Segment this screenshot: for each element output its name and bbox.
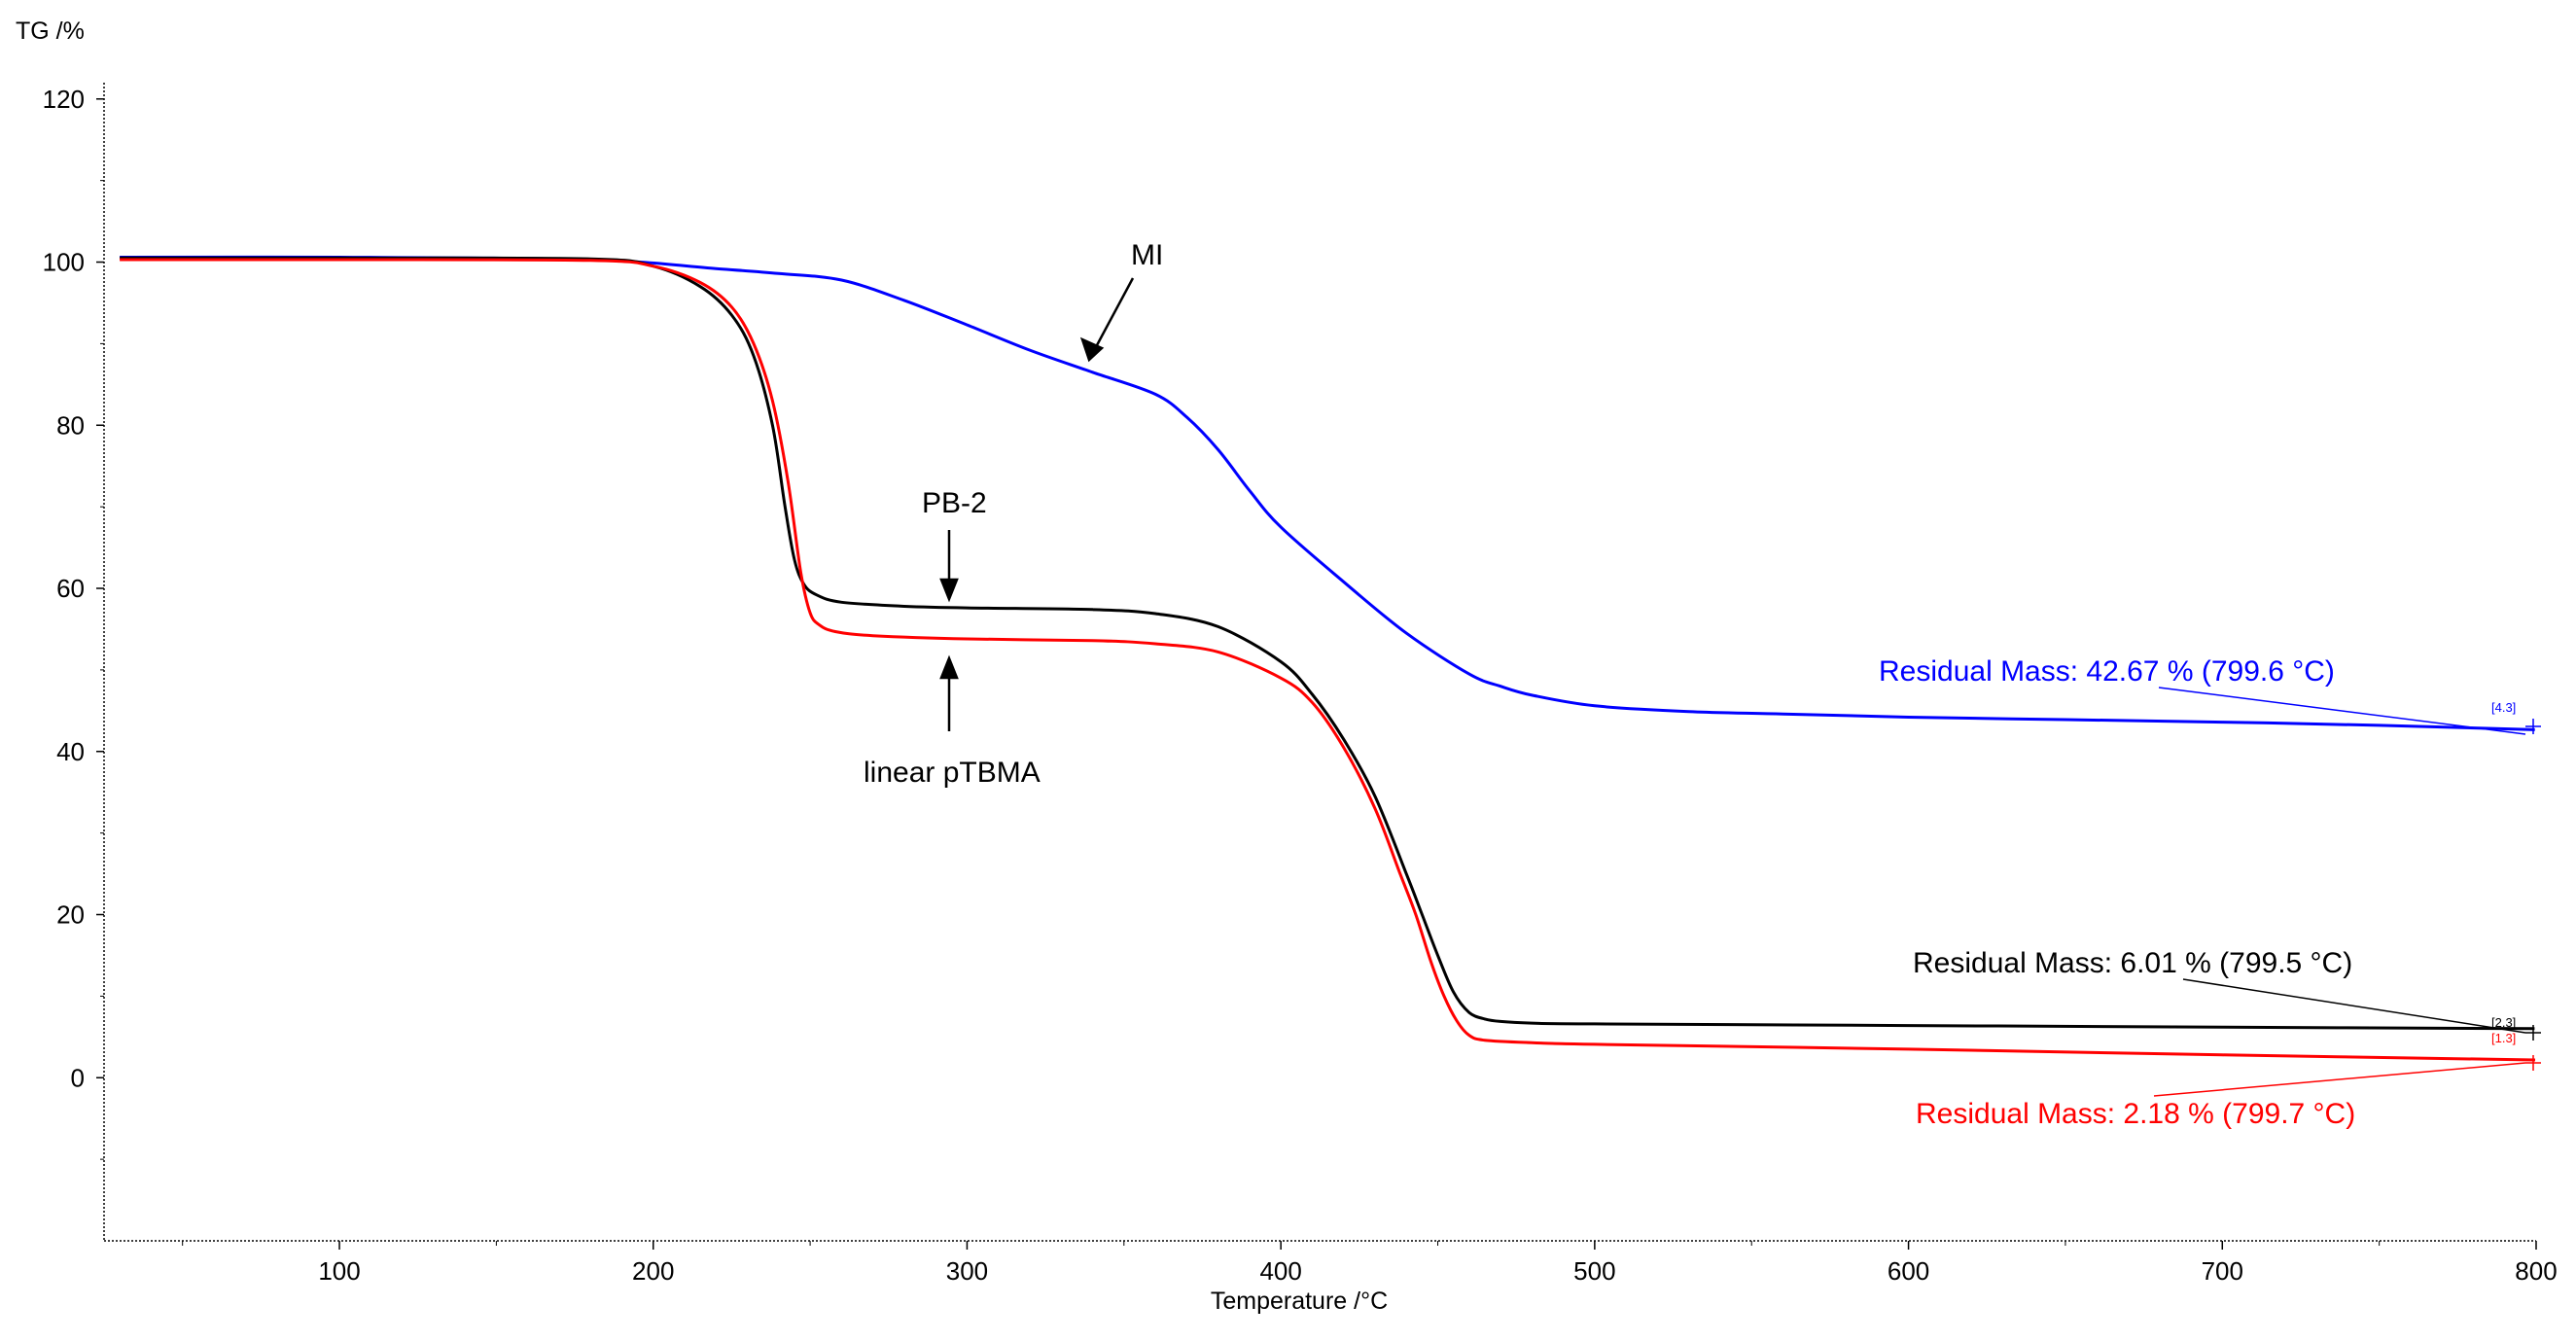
residual-mass-linear-ptbma: Residual Mass: 2.18 % (799.7 °C) (1916, 1098, 2355, 1130)
annotation-linear-ptbma: linear pTBMA (864, 757, 1041, 789)
y-tick-label: 40 (56, 737, 85, 766)
leader-line-pb2 (2182, 978, 2526, 1034)
end-marker-linear-ptbma (2525, 1055, 2541, 1071)
x-tick-label: 100 (318, 1256, 360, 1286)
series-line-mi (120, 255, 2535, 731)
x-tick-label: 200 (632, 1256, 674, 1286)
annotation-mi: MI (1131, 239, 1163, 271)
leader-line-linear-ptbma (2153, 1062, 2526, 1097)
y-tick-label: 60 (56, 574, 85, 603)
y-tick-label: 80 (56, 410, 85, 440)
series-lines (120, 255, 2536, 1062)
y-tick-label: 20 (56, 900, 85, 930)
annotation-pb2: PB-2 (922, 487, 987, 519)
y-tick-label: 0 (71, 1063, 85, 1092)
x-tick-label: 300 (946, 1256, 988, 1286)
end-marker-pb2 (2525, 1025, 2541, 1041)
residual-mass-pb2: Residual Mass: 6.01 % (799.5 °C) (1913, 947, 2352, 979)
x-axis-title: Temperature /°C (1211, 1288, 1388, 1315)
y-ticks: 0 20 40 60 80 100 120 (43, 85, 104, 1160)
end-marker-mi (2525, 719, 2541, 734)
x-tick-label: 500 (1573, 1256, 1615, 1286)
series-line-pb-2 (120, 256, 2535, 1031)
point-tag-pb2: [2.3] (2491, 1015, 2516, 1030)
series-line-linear-ptbma (120, 258, 2536, 1062)
x-tick-label: 700 (2202, 1256, 2243, 1286)
arrow-mi (1079, 277, 1135, 363)
x-tick-label: 800 (2515, 1256, 2557, 1286)
x-tick-label: 400 (1259, 1256, 1301, 1286)
y-tick-label: 120 (43, 85, 85, 114)
arrow-linear-ptbma (939, 654, 959, 731)
point-tag-mi: [4.3] (2491, 700, 2516, 715)
x-tick-label: 600 (1888, 1256, 1929, 1286)
residual-mass-mi: Residual Mass: 42.67 % (799.6 °C) (1879, 655, 2335, 688)
x-ticks: 100 200 300 400 500 600 700 800 (182, 1241, 2558, 1286)
y-tick-label: 100 (43, 248, 85, 277)
leader-line-mi (2158, 687, 2526, 735)
point-tag-linear-ptbma: [1.3] (2491, 1031, 2516, 1045)
y-axis-title: TG /% (16, 18, 85, 45)
arrow-pb2 (939, 530, 959, 603)
